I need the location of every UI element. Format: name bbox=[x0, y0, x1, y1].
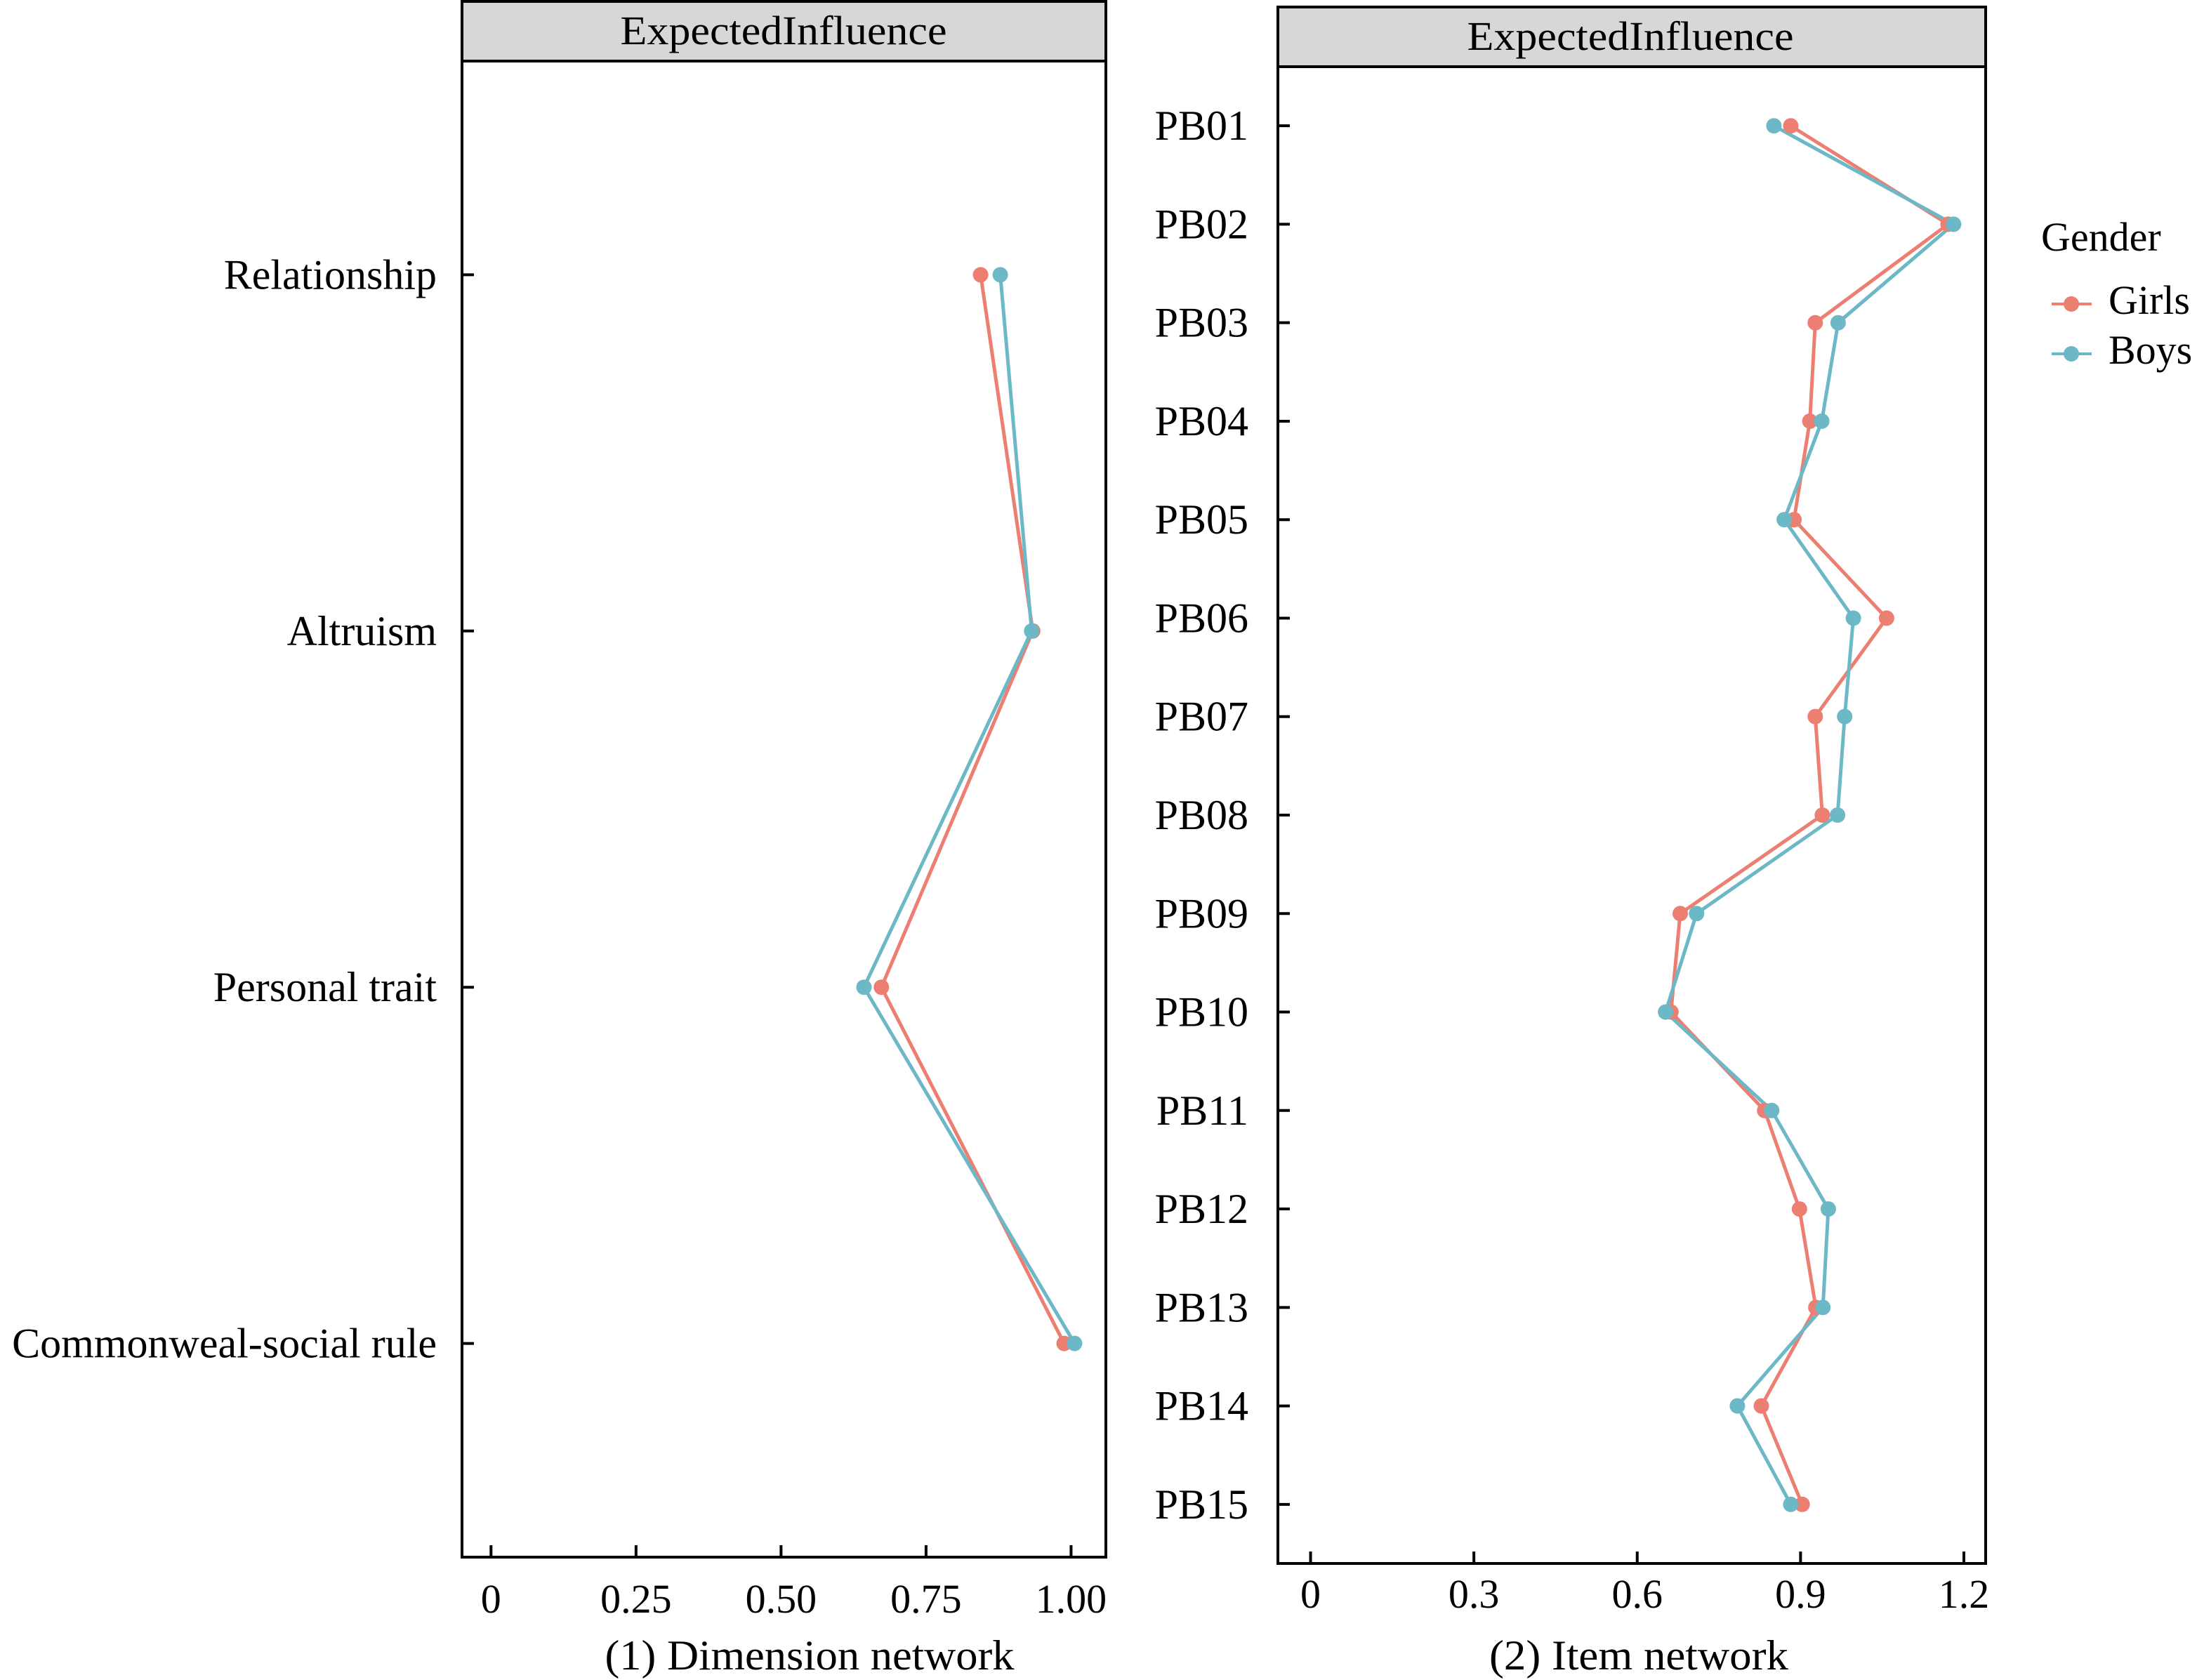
data-point-girls bbox=[873, 979, 890, 996]
y-tick-label: PB04 bbox=[1155, 398, 1248, 444]
data-point-boys bbox=[1783, 1496, 1799, 1512]
y-tick-label: Personal trait bbox=[213, 964, 437, 1010]
data-point-boys bbox=[1776, 512, 1793, 528]
axis-ticks bbox=[1278, 124, 1965, 1563]
data-point-girls bbox=[1814, 807, 1830, 823]
data-point-boys bbox=[1067, 1335, 1083, 1351]
y-tick-label: PB06 bbox=[1155, 595, 1248, 641]
y-tick-label: Relationship bbox=[224, 251, 437, 298]
dimension-network-panel: ExpectedInfluence Relationship Altruism Pe… bbox=[12, 0, 1107, 1679]
y-tick-labels: PB01 PB02 PB03 PB04 PB05 PB06 PB07 PB08 PB09 PB10… bbox=[1155, 102, 1248, 1528]
data-point-boys bbox=[1820, 1201, 1836, 1217]
data-point-girls bbox=[1673, 906, 1688, 922]
x-tick-label: 0.25 bbox=[600, 1576, 672, 1622]
data-point-boys bbox=[856, 979, 872, 996]
legend-label: Boys bbox=[2109, 327, 2192, 373]
data-point-girls bbox=[1794, 1496, 1810, 1512]
x-tick-label: 0.50 bbox=[746, 1576, 817, 1622]
x-tick-label: 0.75 bbox=[890, 1576, 962, 1622]
data-point-boys bbox=[1764, 1102, 1780, 1118]
plot-area bbox=[461, 60, 1107, 1559]
y-tick-label: PB05 bbox=[1155, 496, 1248, 543]
legend-key-marker bbox=[2064, 346, 2079, 362]
data-point-girls bbox=[1753, 1398, 1769, 1414]
y-tick-label: PB08 bbox=[1155, 792, 1248, 838]
strip-title: ExpectedInfluence bbox=[1467, 13, 1794, 59]
y-tick-label: PB10 bbox=[1155, 989, 1248, 1036]
legend-item-boys[interactable]: Boys bbox=[2052, 327, 2192, 373]
data-point-girls bbox=[1807, 708, 1823, 725]
legend-item-girls[interactable]: Girls bbox=[2052, 277, 2190, 323]
item-network-panel: ExpectedInfluence PB01PB02PB03PB04PB05PB… bbox=[1155, 6, 1989, 1679]
x-tick-label: 1.00 bbox=[1036, 1576, 1107, 1622]
data-point-boys bbox=[1830, 315, 1846, 331]
y-tick-labels: Relationship Altruism Personal trait Common… bbox=[12, 251, 437, 1366]
y-tick-label: Altruism bbox=[287, 608, 437, 654]
data-point-boys bbox=[1837, 708, 1853, 725]
legend: Gender Girls Boys bbox=[2041, 214, 2192, 373]
data-point-boys bbox=[1946, 216, 1962, 232]
legend-label: Girls bbox=[2109, 277, 2190, 323]
data-point-boys bbox=[1830, 807, 1846, 823]
data-point-girls bbox=[1807, 315, 1823, 331]
x-tick-label: 0.9 bbox=[1775, 1571, 1826, 1617]
data-point-boys bbox=[1815, 1299, 1831, 1316]
data-point-boys bbox=[1814, 413, 1830, 429]
axis-ticks bbox=[462, 273, 1073, 1557]
y-tick-label: PB14 bbox=[1155, 1383, 1248, 1429]
x-axis-label: (2) Item network bbox=[1489, 1632, 1788, 1679]
x-tick-label: 0 bbox=[1300, 1571, 1321, 1617]
data-point-girls bbox=[1791, 1201, 1807, 1217]
y-tick-label: PB07 bbox=[1155, 694, 1248, 740]
legend-title: Gender bbox=[2041, 214, 2161, 260]
data-point-boys bbox=[1689, 906, 1705, 922]
strip-title: ExpectedInfluence bbox=[621, 8, 947, 53]
data-point-boys bbox=[1845, 610, 1861, 626]
series-group bbox=[856, 267, 1083, 1351]
x-axis-label: (1) Dimension network bbox=[605, 1632, 1015, 1679]
x-tick-labels: 0 0.3 0.6 0.9 1.2 bbox=[1300, 1571, 1989, 1617]
data-point-boys bbox=[1658, 1004, 1674, 1020]
strip-header bbox=[461, 0, 1107, 62]
data-point-girls bbox=[972, 267, 989, 283]
data-point-boys bbox=[1766, 118, 1782, 134]
y-tick-label: PB11 bbox=[1156, 1087, 1248, 1134]
series-line-girls bbox=[879, 275, 1066, 1344]
series-line-boys bbox=[862, 275, 1076, 1344]
legend-key-marker bbox=[2064, 296, 2079, 312]
data-point-boys bbox=[992, 267, 1008, 283]
data-point-girls bbox=[1802, 413, 1818, 429]
x-tick-label: 0.6 bbox=[1612, 1571, 1663, 1617]
data-point-boys bbox=[1024, 623, 1040, 639]
data-point-girls bbox=[1783, 118, 1799, 134]
y-tick-label: PB02 bbox=[1155, 201, 1248, 247]
y-tick-label: PB01 bbox=[1155, 102, 1248, 149]
x-tick-label: 0.3 bbox=[1449, 1571, 1500, 1617]
strip-header bbox=[1276, 6, 1987, 68]
x-tick-labels: 0 0.25 0.50 0.75 1.00 bbox=[481, 1576, 1107, 1622]
series-group bbox=[1658, 118, 1962, 1512]
data-point-boys bbox=[1729, 1398, 1746, 1414]
y-tick-label: Commonweal-social rule bbox=[12, 1321, 437, 1367]
y-tick-label: PB13 bbox=[1155, 1284, 1248, 1330]
y-tick-label: PB15 bbox=[1155, 1481, 1248, 1528]
y-tick-label: PB03 bbox=[1155, 300, 1248, 346]
x-tick-label: 0 bbox=[481, 1576, 501, 1622]
x-tick-label: 1.2 bbox=[1939, 1571, 1990, 1617]
plot-area bbox=[1276, 65, 1987, 1565]
y-tick-label: PB09 bbox=[1155, 890, 1248, 937]
y-tick-label: PB12 bbox=[1155, 1186, 1248, 1232]
data-point-girls bbox=[1878, 610, 1894, 626]
